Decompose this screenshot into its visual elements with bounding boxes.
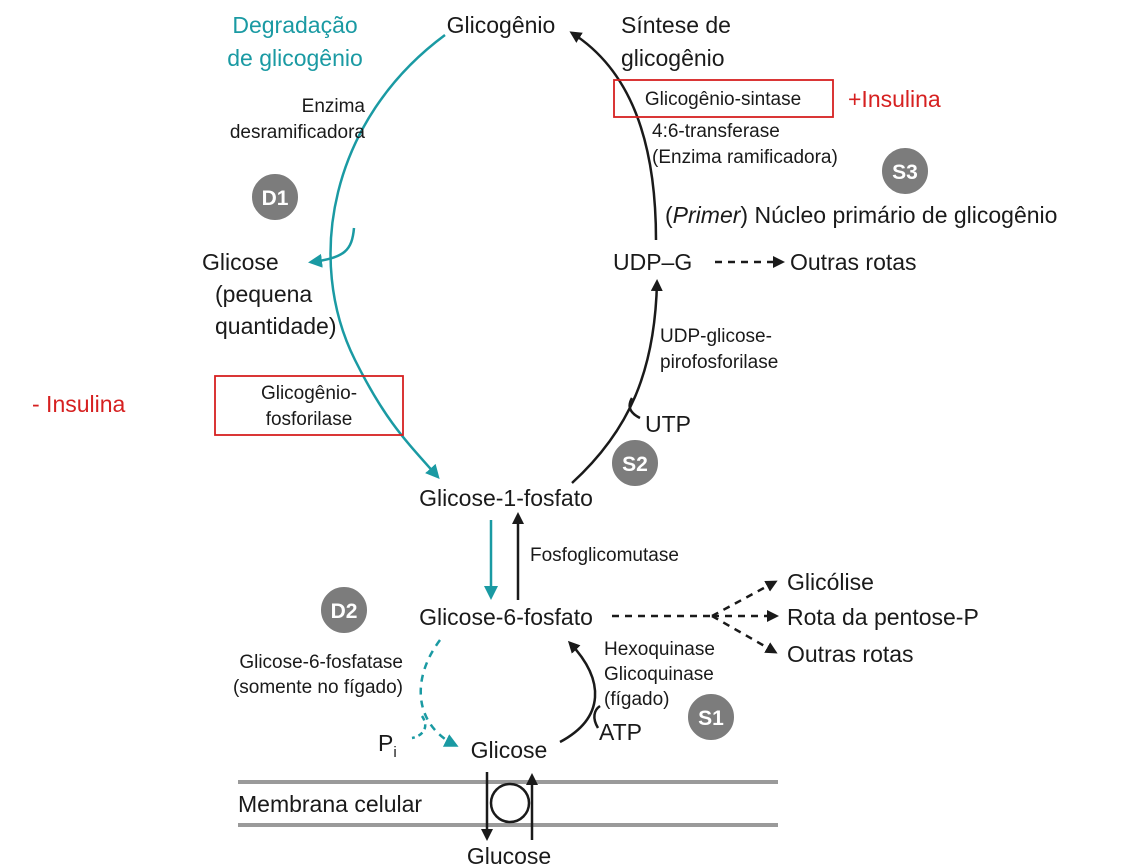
glicogenio-sintase-box [613, 79, 834, 118]
sintese-title-line2: glicogênio [621, 45, 725, 71]
pi-release-hook [411, 715, 427, 740]
badge-d2: D2 [319, 585, 369, 635]
degradacao-title-line2: de glicogênio [227, 45, 363, 71]
membrana-celular-label: Membrana celular [238, 791, 422, 817]
hexokinase-arc [559, 640, 597, 744]
degradacao-title-line1: Degradação [232, 12, 357, 38]
enzima-desramificadora-line1: Enzima [302, 96, 366, 117]
node-glicose-1-fosfato: Glicose-1-fosfato [419, 485, 593, 511]
node-outras-rotas-top: Outras rotas [790, 249, 917, 275]
cell-membrane [238, 772, 778, 841]
badge-s1: S1 [686, 692, 736, 742]
transferase-line1: 4:6-transferase [652, 121, 780, 142]
utp-hook [628, 397, 641, 420]
glicogenio-fosforilase-line2: fosforilase [266, 409, 353, 430]
glicogenio-sintase-label: Glicogênio-sintase [645, 89, 801, 110]
udp-pirofosforilase-line2: pirofosforilase [660, 352, 778, 373]
node-outras-rotas-bottom: Outras rotas [787, 641, 914, 667]
svg-text:D1: D1 [262, 187, 289, 210]
node-glicose: Glicose [471, 737, 548, 763]
node-rota-pentose: Rota da pentose-P [787, 604, 979, 630]
insulina-plus-label: +Insulina [848, 86, 941, 112]
hexoquinase-line2: Glicoquinase [604, 664, 714, 685]
hexoquinase-line1: Hexoquinase [604, 639, 715, 660]
node-pi: Pi [378, 730, 397, 761]
node-glicogenio: Glicogênio [447, 12, 556, 38]
node-glucose: Glucose [467, 843, 551, 866]
synthesis-arc-lower [571, 279, 663, 484]
g6fosfatase-line1: Glicose-6-fosfatase [239, 652, 403, 673]
insulina-minus-label: - Insulina [32, 391, 126, 417]
badge-s3: S3 [880, 146, 930, 196]
svg-text:S1: S1 [698, 707, 724, 730]
node-glicose-6-fosfato: Glicose-6-fosfato [419, 604, 593, 630]
glicogenio-fosforilase-box [214, 375, 404, 436]
node-glicose-pequena-line3: quantidade) [215, 313, 337, 339]
atp-hook [593, 704, 601, 729]
sintese-title-line1: Síntese de [621, 12, 731, 38]
svg-text:S2: S2 [622, 453, 648, 476]
enzima-desramificadora-line2: desramificadora [230, 122, 366, 143]
hexoquinase-line3: (fígado) [604, 689, 669, 710]
node-udp-g: UDP–G [613, 249, 692, 275]
node-glicolise: Glicólise [787, 569, 874, 595]
transferase-line2: (Enzima ramificadora) [652, 147, 838, 168]
svg-text:D2: D2 [331, 600, 358, 623]
synthesis-arc-upper [569, 31, 658, 241]
node-utp: UTP [645, 411, 691, 437]
badge-s2: S2 [610, 438, 660, 488]
node-atp: ATP [599, 719, 642, 745]
glicogenio-fosforilase-line1: Glicogênio- [261, 383, 357, 404]
node-glicose-pequena-line1: Glicose [202, 249, 279, 275]
g6fosfatase-line2: (somente no fígado) [233, 677, 403, 698]
glucose-transporter-icon [489, 782, 531, 824]
svg-text:S3: S3 [892, 161, 918, 184]
node-glicose-pequena-line2: (pequena [215, 281, 312, 307]
debranching-branch-arrow [308, 227, 356, 268]
fosfoglicomutase-label: Fosfoglicomutase [530, 545, 679, 566]
g6p-branches [612, 580, 779, 654]
primer-label: (Primer) Núcleo primário de glicogênio [665, 202, 1057, 228]
badge-d1: D1 [250, 172, 300, 222]
udp-pirofosforilase-line1: UDP-glicose- [660, 326, 772, 347]
g6phosphatase-dashed-arc [419, 639, 459, 747]
